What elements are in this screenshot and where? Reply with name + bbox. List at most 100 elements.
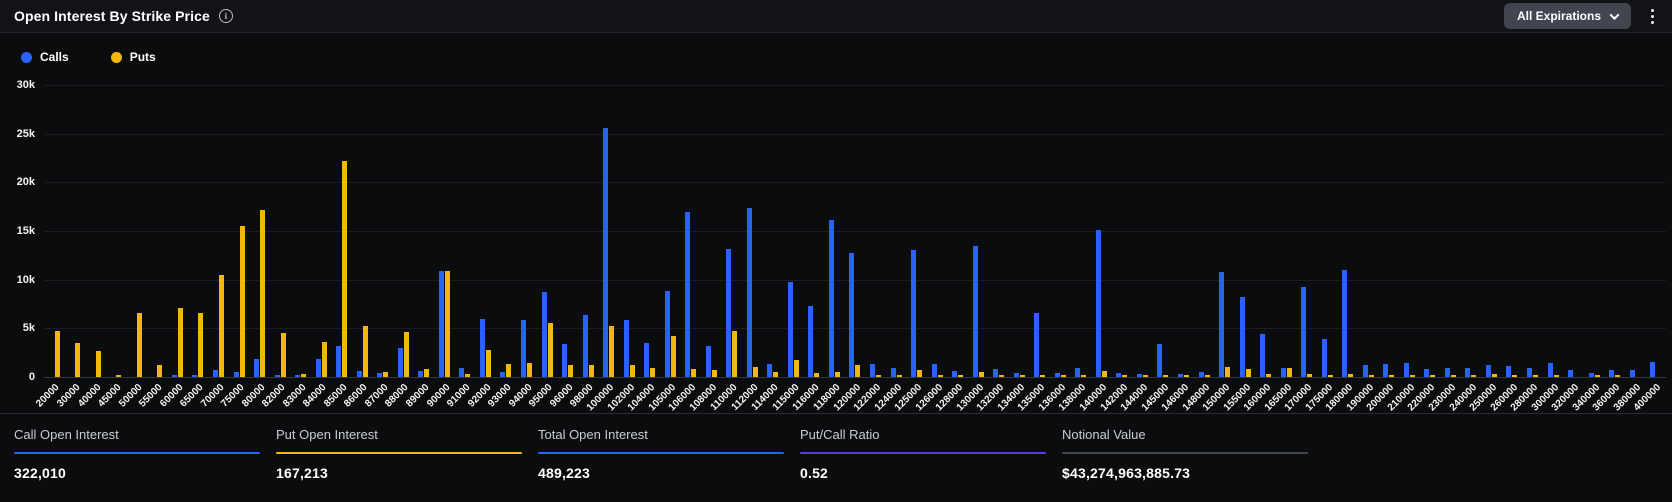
bar-group-360000[interactable]: 360000 <box>1591 85 1625 413</box>
bar-group-75000[interactable]: 75000 <box>219 85 250 409</box>
call-bar[interactable] <box>1444 368 1450 377</box>
call-bar[interactable] <box>192 375 198 377</box>
call-bar[interactable] <box>1013 373 1019 377</box>
call-bar[interactable] <box>890 368 896 377</box>
bar-group-30000[interactable]: 30000 <box>55 85 86 409</box>
call-bar[interactable] <box>459 368 465 377</box>
call-bar[interactable] <box>685 211 691 377</box>
call-bar[interactable] <box>1506 366 1512 377</box>
put-bar[interactable] <box>342 160 348 377</box>
bar-group-82000[interactable]: 82000 <box>260 85 291 409</box>
call-bar[interactable] <box>787 281 793 377</box>
put-bar[interactable] <box>793 360 799 377</box>
bar-group-92000[interactable]: 92000 <box>466 85 496 409</box>
put-bar[interactable] <box>1389 375 1395 377</box>
put-bar[interactable] <box>1594 375 1600 377</box>
put-bar[interactable] <box>75 342 81 377</box>
bar-group-122000[interactable]: 122000 <box>852 85 886 413</box>
bar-group-85000[interactable]: 85000 <box>322 85 352 409</box>
bar-group-65000[interactable]: 65000 <box>178 85 209 409</box>
bar-group-60000[interactable]: 60000 <box>158 85 188 409</box>
put-bar[interactable] <box>403 332 409 377</box>
call-bar[interactable] <box>520 319 526 377</box>
bar-group-134000[interactable]: 134000 <box>996 85 1030 413</box>
put-bar[interactable] <box>465 374 471 377</box>
bar-group-100000[interactable]: 100000 <box>585 85 619 413</box>
call-bar[interactable] <box>1260 334 1266 377</box>
bar-group-112000[interactable]: 112000 <box>729 85 763 413</box>
put-bar[interactable] <box>444 270 450 377</box>
call-bar[interactable] <box>1198 372 1204 377</box>
bar-group-380000[interactable]: 380000 <box>1612 85 1646 413</box>
put-bar[interactable] <box>526 363 532 377</box>
call-bar[interactable] <box>664 291 670 377</box>
bar-group-135000[interactable]: 135000 <box>1016 85 1051 413</box>
put-bar[interactable] <box>1081 375 1087 377</box>
put-bar[interactable] <box>1204 375 1210 377</box>
put-bar[interactable] <box>219 274 225 377</box>
call-bar[interactable] <box>1342 269 1348 377</box>
put-bar[interactable] <box>999 375 1005 377</box>
call-bar[interactable] <box>356 371 362 377</box>
call-bar[interactable] <box>849 253 855 377</box>
call-bar[interactable] <box>254 359 260 377</box>
call-bar[interactable] <box>931 364 937 377</box>
put-bar[interactable] <box>1327 375 1333 377</box>
put-bar[interactable] <box>834 372 840 377</box>
call-bar[interactable] <box>1465 368 1471 377</box>
put-bar[interactable] <box>1491 374 1497 377</box>
put-bar[interactable] <box>1471 375 1477 377</box>
bar-group-126000[interactable]: 126000 <box>914 85 948 413</box>
bar-group-106000[interactable]: 106000 <box>667 85 701 413</box>
put-bar[interactable] <box>1286 368 1292 377</box>
put-bar[interactable] <box>1512 375 1518 377</box>
call-bar[interactable] <box>1280 368 1286 377</box>
info-icon[interactable]: i <box>218 9 233 23</box>
put-bar[interactable] <box>1368 375 1374 377</box>
put-bar[interactable] <box>383 372 389 377</box>
bar-group-50000[interactable]: 50000 <box>117 85 147 409</box>
bar-group-148000[interactable]: 148000 <box>1180 85 1215 413</box>
call-bar[interactable] <box>1301 287 1307 377</box>
call-bar[interactable] <box>541 292 547 377</box>
put-bar[interactable] <box>1307 374 1313 377</box>
bar-group-132000[interactable]: 132000 <box>975 85 1009 413</box>
bar-group-180000[interactable]: 180000 <box>1324 85 1358 413</box>
put-bar[interactable] <box>752 367 758 377</box>
call-bar[interactable] <box>1485 365 1491 377</box>
bar-group-96000[interactable]: 96000 <box>548 85 578 409</box>
call-bar[interactable] <box>767 364 773 377</box>
call-bar[interactable] <box>705 345 711 377</box>
bar-group-155000[interactable]: 155000 <box>1221 85 1256 413</box>
bar-group-400000[interactable]: 400000 <box>1632 85 1666 413</box>
put-bar[interactable] <box>711 370 717 377</box>
bar-group-89000[interactable]: 89000 <box>404 85 435 409</box>
put-bar[interactable] <box>547 322 553 377</box>
call-bar[interactable] <box>438 270 444 377</box>
bar-group-80000[interactable]: 80000 <box>240 85 270 409</box>
call-bar[interactable] <box>623 319 629 377</box>
bar-group-90000[interactable]: 90000 <box>425 85 455 409</box>
call-bar[interactable] <box>1527 368 1533 377</box>
put-bar[interactable] <box>362 326 368 377</box>
put-bar[interactable] <box>1060 375 1066 377</box>
bar-group-160000[interactable]: 160000 <box>1242 85 1276 413</box>
bar-group-140000[interactable]: 140000 <box>1078 85 1112 413</box>
bar-group-320000[interactable]: 320000 <box>1550 85 1584 413</box>
put-bar[interactable] <box>609 326 615 377</box>
call-bar[interactable] <box>1177 374 1183 377</box>
bar-group-128000[interactable]: 128000 <box>934 85 968 413</box>
put-bar[interactable] <box>691 369 697 377</box>
put-bar[interactable] <box>650 368 656 377</box>
put-bar[interactable] <box>1183 375 1189 377</box>
call-bar[interactable] <box>1054 373 1060 377</box>
call-bar[interactable] <box>233 372 239 377</box>
kebab-menu-icon[interactable] <box>1647 7 1658 26</box>
bar-group-93000[interactable]: 93000 <box>486 85 517 409</box>
put-bar[interactable] <box>136 312 142 377</box>
put-bar[interactable] <box>1533 374 1539 377</box>
put-bar[interactable] <box>1553 374 1559 377</box>
bar-group-88000[interactable]: 88000 <box>384 85 414 409</box>
bar-group-300000[interactable]: 300000 <box>1529 85 1564 413</box>
put-bar[interactable] <box>485 349 491 377</box>
